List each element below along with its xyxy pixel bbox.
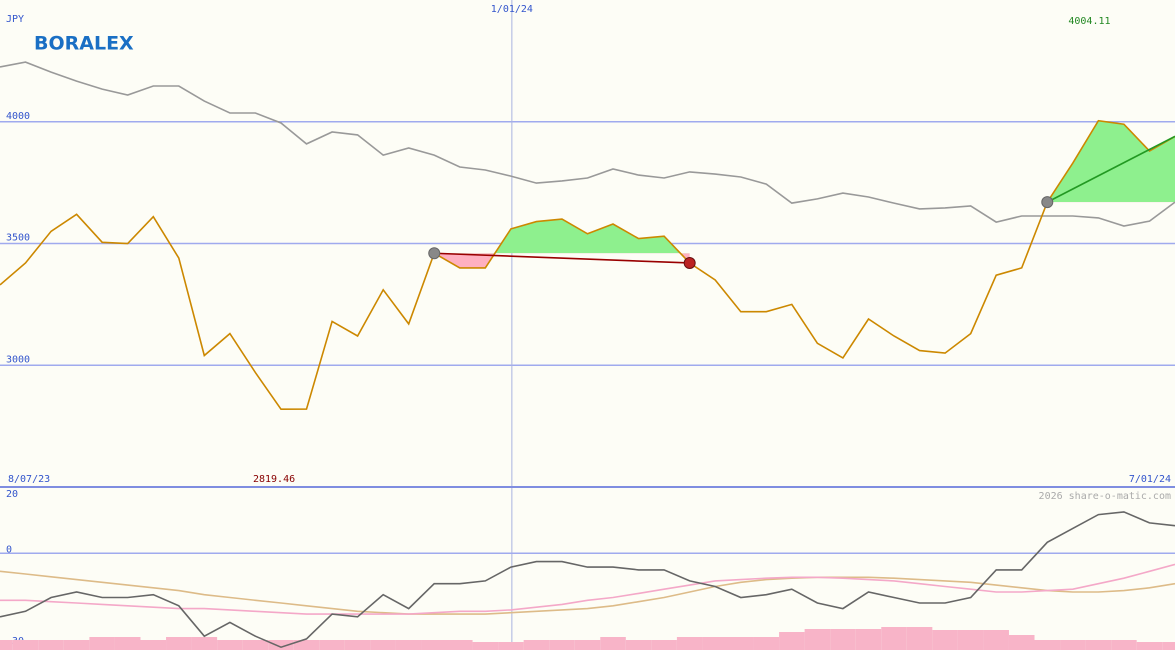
volume-bar [421, 640, 448, 650]
volume-bar [1060, 640, 1086, 650]
volume-bar [0, 640, 13, 650]
volume-bar [344, 640, 371, 650]
y-tick-label: 0 [6, 544, 12, 555]
entry-marker [428, 247, 441, 260]
x-tick-label: 1/01/24 [491, 4, 533, 15]
volume-bar [1162, 642, 1175, 650]
volume-bar [191, 637, 218, 650]
low-label: 2819.46 [253, 474, 295, 485]
volume-bar [549, 640, 575, 650]
x-tick-label: 8/07/23 [8, 474, 50, 485]
volume-bar [395, 640, 422, 650]
volume-bar [319, 640, 345, 650]
loss-area [1047, 202, 1175, 203]
y-tick-label: 4000 [6, 111, 30, 122]
unit-label: JPY [6, 14, 24, 25]
volume-bar [906, 627, 933, 650]
x-tick-label: 7/01/24 [1129, 474, 1171, 485]
volume-bar [779, 632, 805, 650]
series-line [0, 119, 1175, 411]
logo: BORALEX [34, 33, 134, 55]
volume-bar [447, 640, 473, 650]
volume-bar [217, 640, 243, 650]
volume-bar [140, 640, 167, 650]
volume-bar [804, 629, 831, 650]
volume-bar [1136, 642, 1163, 650]
volume-bar [651, 640, 677, 650]
volume-bar [1085, 640, 1112, 650]
y-tick-label: 20 [6, 489, 18, 500]
volume-bar [498, 642, 524, 650]
y-tick-label: 3500 [6, 233, 30, 244]
volume-bar [855, 629, 882, 650]
volume-bar [957, 630, 984, 650]
volume-bar [472, 642, 499, 650]
credit: 2026 share-o-matic.com [1039, 491, 1171, 502]
series-line [0, 570, 1175, 615]
volume-bar [702, 637, 728, 650]
y-tick-label: 3000 [6, 354, 30, 365]
volume-bar [63, 640, 90, 650]
volume-bar [166, 637, 192, 650]
volume-bar [983, 630, 1009, 650]
volume-bar [676, 637, 703, 650]
series-line [0, 511, 1175, 649]
volume-bar [114, 637, 141, 650]
volume-bar [932, 630, 958, 650]
volume-bar [89, 637, 115, 650]
series-line [0, 563, 1175, 615]
volume-bar [753, 637, 780, 650]
volume-bar [830, 629, 856, 650]
volume-bar [38, 640, 64, 650]
exit-marker [683, 256, 696, 269]
volume-bar [293, 640, 320, 650]
series-line [0, 61, 1175, 227]
high-label: 4004.11 [1068, 16, 1110, 27]
volume-bar [881, 627, 907, 650]
volume-bar [242, 640, 269, 650]
gain-area [434, 219, 690, 254]
volume-bar [727, 637, 754, 650]
volume-bar [1008, 635, 1035, 650]
volume-bar [370, 640, 396, 650]
volume-bar [1034, 640, 1061, 650]
signal-line [1046, 135, 1175, 203]
volume-bar [12, 640, 39, 650]
entry-marker [1041, 196, 1054, 209]
signal-line [434, 252, 690, 264]
volume-bar [1111, 640, 1137, 650]
volume-bar [574, 640, 601, 650]
volume-bar [523, 640, 550, 650]
volume-bar [268, 640, 294, 650]
volume-bar [600, 637, 626, 650]
volume-bar [625, 640, 652, 650]
gain-area [1047, 120, 1175, 203]
